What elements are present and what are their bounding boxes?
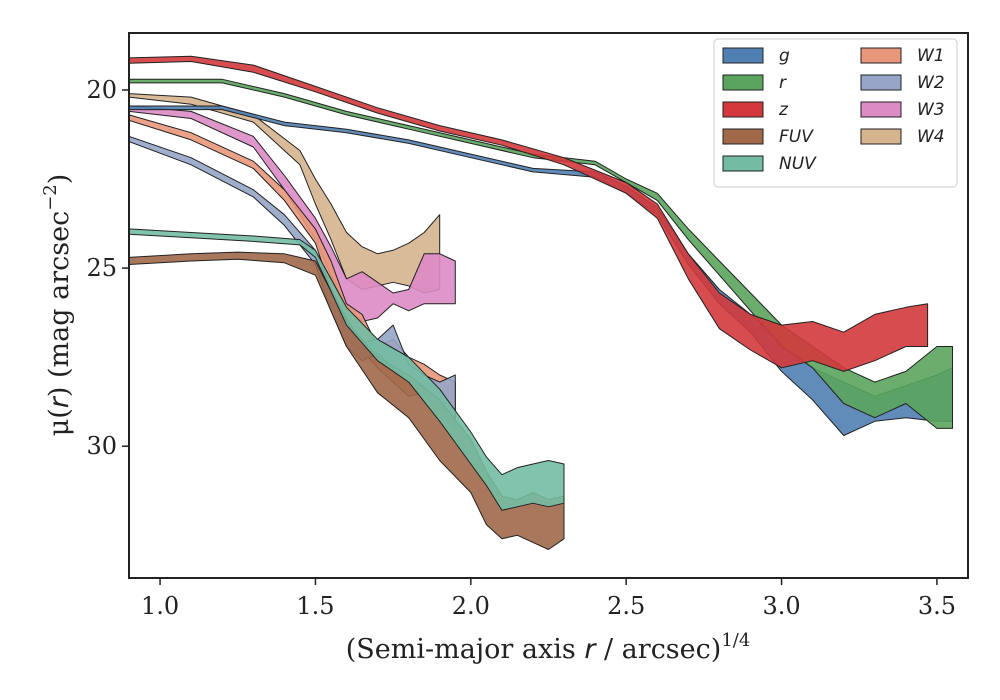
y-tick-label: 20	[86, 76, 117, 104]
band-z	[129, 55, 929, 372]
plot-frame	[128, 32, 969, 579]
legend-swatch-w4	[860, 128, 902, 145]
legend-label-w4: W4	[917, 127, 945, 147]
legend-label-w2: W2	[917, 73, 945, 93]
legend-label-w3: W3	[917, 100, 945, 120]
legend-label-fuv: FUV	[779, 127, 814, 147]
x-tick-label: 2.0	[452, 592, 490, 620]
legend-swatch-w3	[860, 101, 902, 118]
x-tick-label: 3.0	[762, 592, 800, 620]
band-nuv	[129, 228, 565, 511]
legend-label-r: r	[779, 73, 787, 93]
x-tick-label: 2.5	[607, 592, 645, 620]
legend-swatch-fuv	[722, 128, 764, 145]
legend-label-g: g	[779, 46, 790, 66]
legend-swatch-nuv	[722, 155, 764, 172]
legend-swatch-r	[722, 74, 764, 91]
legend: grz FUV NUV W1 W2 W3 W4	[713, 38, 958, 188]
legend-label-w1: W1	[917, 46, 945, 66]
x-tick-label: 3.5	[918, 592, 956, 620]
x-tick-label: 1.5	[296, 592, 334, 620]
y-axis-label: μ(r) (mag arcsec−2)	[40, 174, 75, 437]
legend-swatch-w1	[860, 47, 902, 64]
x-axis-label: (Semi-major axis r / arcsec)1/4	[346, 630, 751, 665]
y-tick-label: 30	[86, 432, 117, 460]
series-layer	[129, 55, 953, 550]
legend-swatch-z	[722, 101, 764, 118]
legend-swatch-g	[722, 47, 764, 64]
legend-swatch-w2	[860, 74, 902, 91]
legend-label-nuv: NUV	[779, 154, 817, 174]
legend-label-z: z	[778, 100, 789, 120]
x-tick-label: 1.0	[141, 592, 179, 620]
y-tick-label: 25	[86, 254, 117, 282]
band-r	[129, 78, 953, 429]
axis-ticks: 1.0 1.5 2.0 2.5 3.0 3.5 20 25 30	[86, 76, 956, 620]
band-w3	[129, 105, 456, 322]
